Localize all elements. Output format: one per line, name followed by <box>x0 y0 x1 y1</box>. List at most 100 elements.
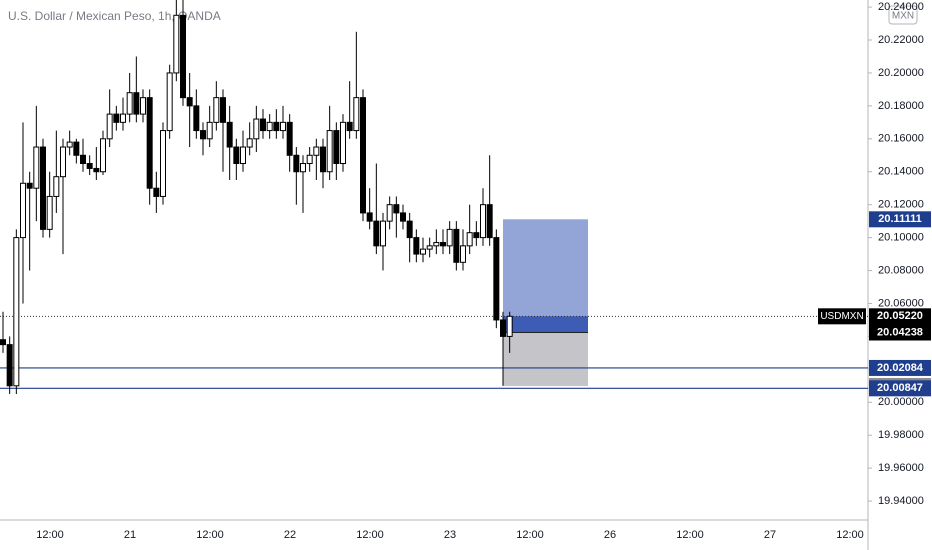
candle-body <box>380 220 386 247</box>
y-tick-label: 20.00000 <box>878 396 924 408</box>
candle-body <box>486 204 493 239</box>
candle-body <box>153 187 160 197</box>
candle-body <box>193 105 200 132</box>
candle-body <box>360 97 366 214</box>
candle-body <box>40 146 46 230</box>
candle-body <box>206 121 213 140</box>
candle-body <box>80 154 86 165</box>
candle-body <box>73 141 80 156</box>
candle-body <box>140 97 146 115</box>
candle-body <box>100 138 106 173</box>
candle-body <box>126 92 133 115</box>
candle-body <box>413 237 420 255</box>
current-price-label: 20.05220 <box>877 310 923 322</box>
candle-body <box>406 220 413 239</box>
candle-body <box>313 146 320 156</box>
candle-body <box>433 242 440 247</box>
currency-label: MXN <box>892 11 914 22</box>
candle-body <box>353 97 360 132</box>
candle-body <box>60 146 66 178</box>
price-label-bg <box>869 359 931 376</box>
candle-body <box>213 97 220 123</box>
candle-body <box>133 92 140 115</box>
candle-body <box>200 130 206 140</box>
candle-body <box>6 344 13 387</box>
candle-body <box>106 113 113 140</box>
y-tick-label: 20.24000 <box>878 1 924 13</box>
y-tick-label: 20.18000 <box>878 100 924 112</box>
y-tick-label: 20.16000 <box>878 133 924 145</box>
candle-body <box>506 315 513 337</box>
candle-body <box>293 154 300 173</box>
candle-body <box>373 220 380 247</box>
candle-body <box>260 118 266 132</box>
y-tick-label: 20.22000 <box>878 34 924 46</box>
stop-zone <box>503 332 588 387</box>
candle-body <box>453 228 460 263</box>
candle-body <box>120 113 126 123</box>
candle-body <box>446 228 453 247</box>
x-tick-label: 12:00 <box>196 529 224 541</box>
candle-body <box>166 72 173 132</box>
candle-body <box>113 113 120 123</box>
symbol-label: USDMXN <box>820 311 863 322</box>
candle-body <box>13 237 20 387</box>
candle-body <box>53 176 60 197</box>
currency-badge <box>888 5 918 25</box>
y-tick-label: 20.08000 <box>878 264 924 276</box>
x-tick-label: 12:00 <box>836 529 864 541</box>
candle-body <box>173 14 180 74</box>
candle-body <box>146 97 153 189</box>
candle-body <box>253 118 260 140</box>
candle-body <box>480 204 486 239</box>
y-tick-label: 20.14000 <box>878 166 924 178</box>
open-profit-zone <box>503 316 588 333</box>
candle-body <box>500 319 506 337</box>
candle-body <box>306 154 313 165</box>
y-tick-label: 19.96000 <box>878 462 924 474</box>
price-label-bg <box>869 324 931 341</box>
candle-body <box>180 14 186 99</box>
candle-body <box>186 97 193 107</box>
candle-body <box>33 146 40 189</box>
price-label-bg <box>869 211 931 228</box>
candle-body <box>386 204 393 222</box>
candle-body <box>420 248 426 255</box>
candle-body <box>346 121 353 132</box>
y-tick-label: 20.12000 <box>878 199 924 211</box>
price-label: 20.00847 <box>877 382 923 394</box>
x-tick-label: 12:00 <box>36 529 64 541</box>
candle-body <box>160 130 166 197</box>
candle-body <box>320 146 326 173</box>
x-tick-label: 12:00 <box>356 529 384 541</box>
x-tick-label: 12:00 <box>516 529 544 541</box>
candle-body <box>66 141 73 148</box>
candle-body <box>20 182 26 239</box>
price-label: 20.02084 <box>877 362 924 374</box>
x-tick-label: 27 <box>764 529 776 541</box>
candle-body <box>493 237 500 321</box>
y-tick-label: 20.20000 <box>878 67 924 79</box>
candle-body <box>300 163 306 173</box>
candle-body <box>266 121 273 132</box>
chart-title: U.S. Dollar / Mexican Peso, 1h, OANDA <box>8 9 221 23</box>
candle-body <box>286 121 293 156</box>
target-zone <box>503 219 588 333</box>
candle-body <box>393 204 400 214</box>
x-tick-label: 12:00 <box>676 529 704 541</box>
candle-body <box>333 130 340 165</box>
candle-body <box>466 232 473 247</box>
x-tick-label: 22 <box>284 529 296 541</box>
y-tick-label: 19.98000 <box>878 429 924 441</box>
symbol-bg <box>818 308 866 325</box>
candle-body <box>220 97 226 123</box>
price-label-bg <box>869 380 931 397</box>
candle-body <box>86 163 93 169</box>
candle-body <box>280 121 286 132</box>
candle-body <box>473 232 480 239</box>
candle-body <box>340 121 346 165</box>
candle-body <box>240 146 246 165</box>
price-label: 20.11111 <box>878 213 921 225</box>
